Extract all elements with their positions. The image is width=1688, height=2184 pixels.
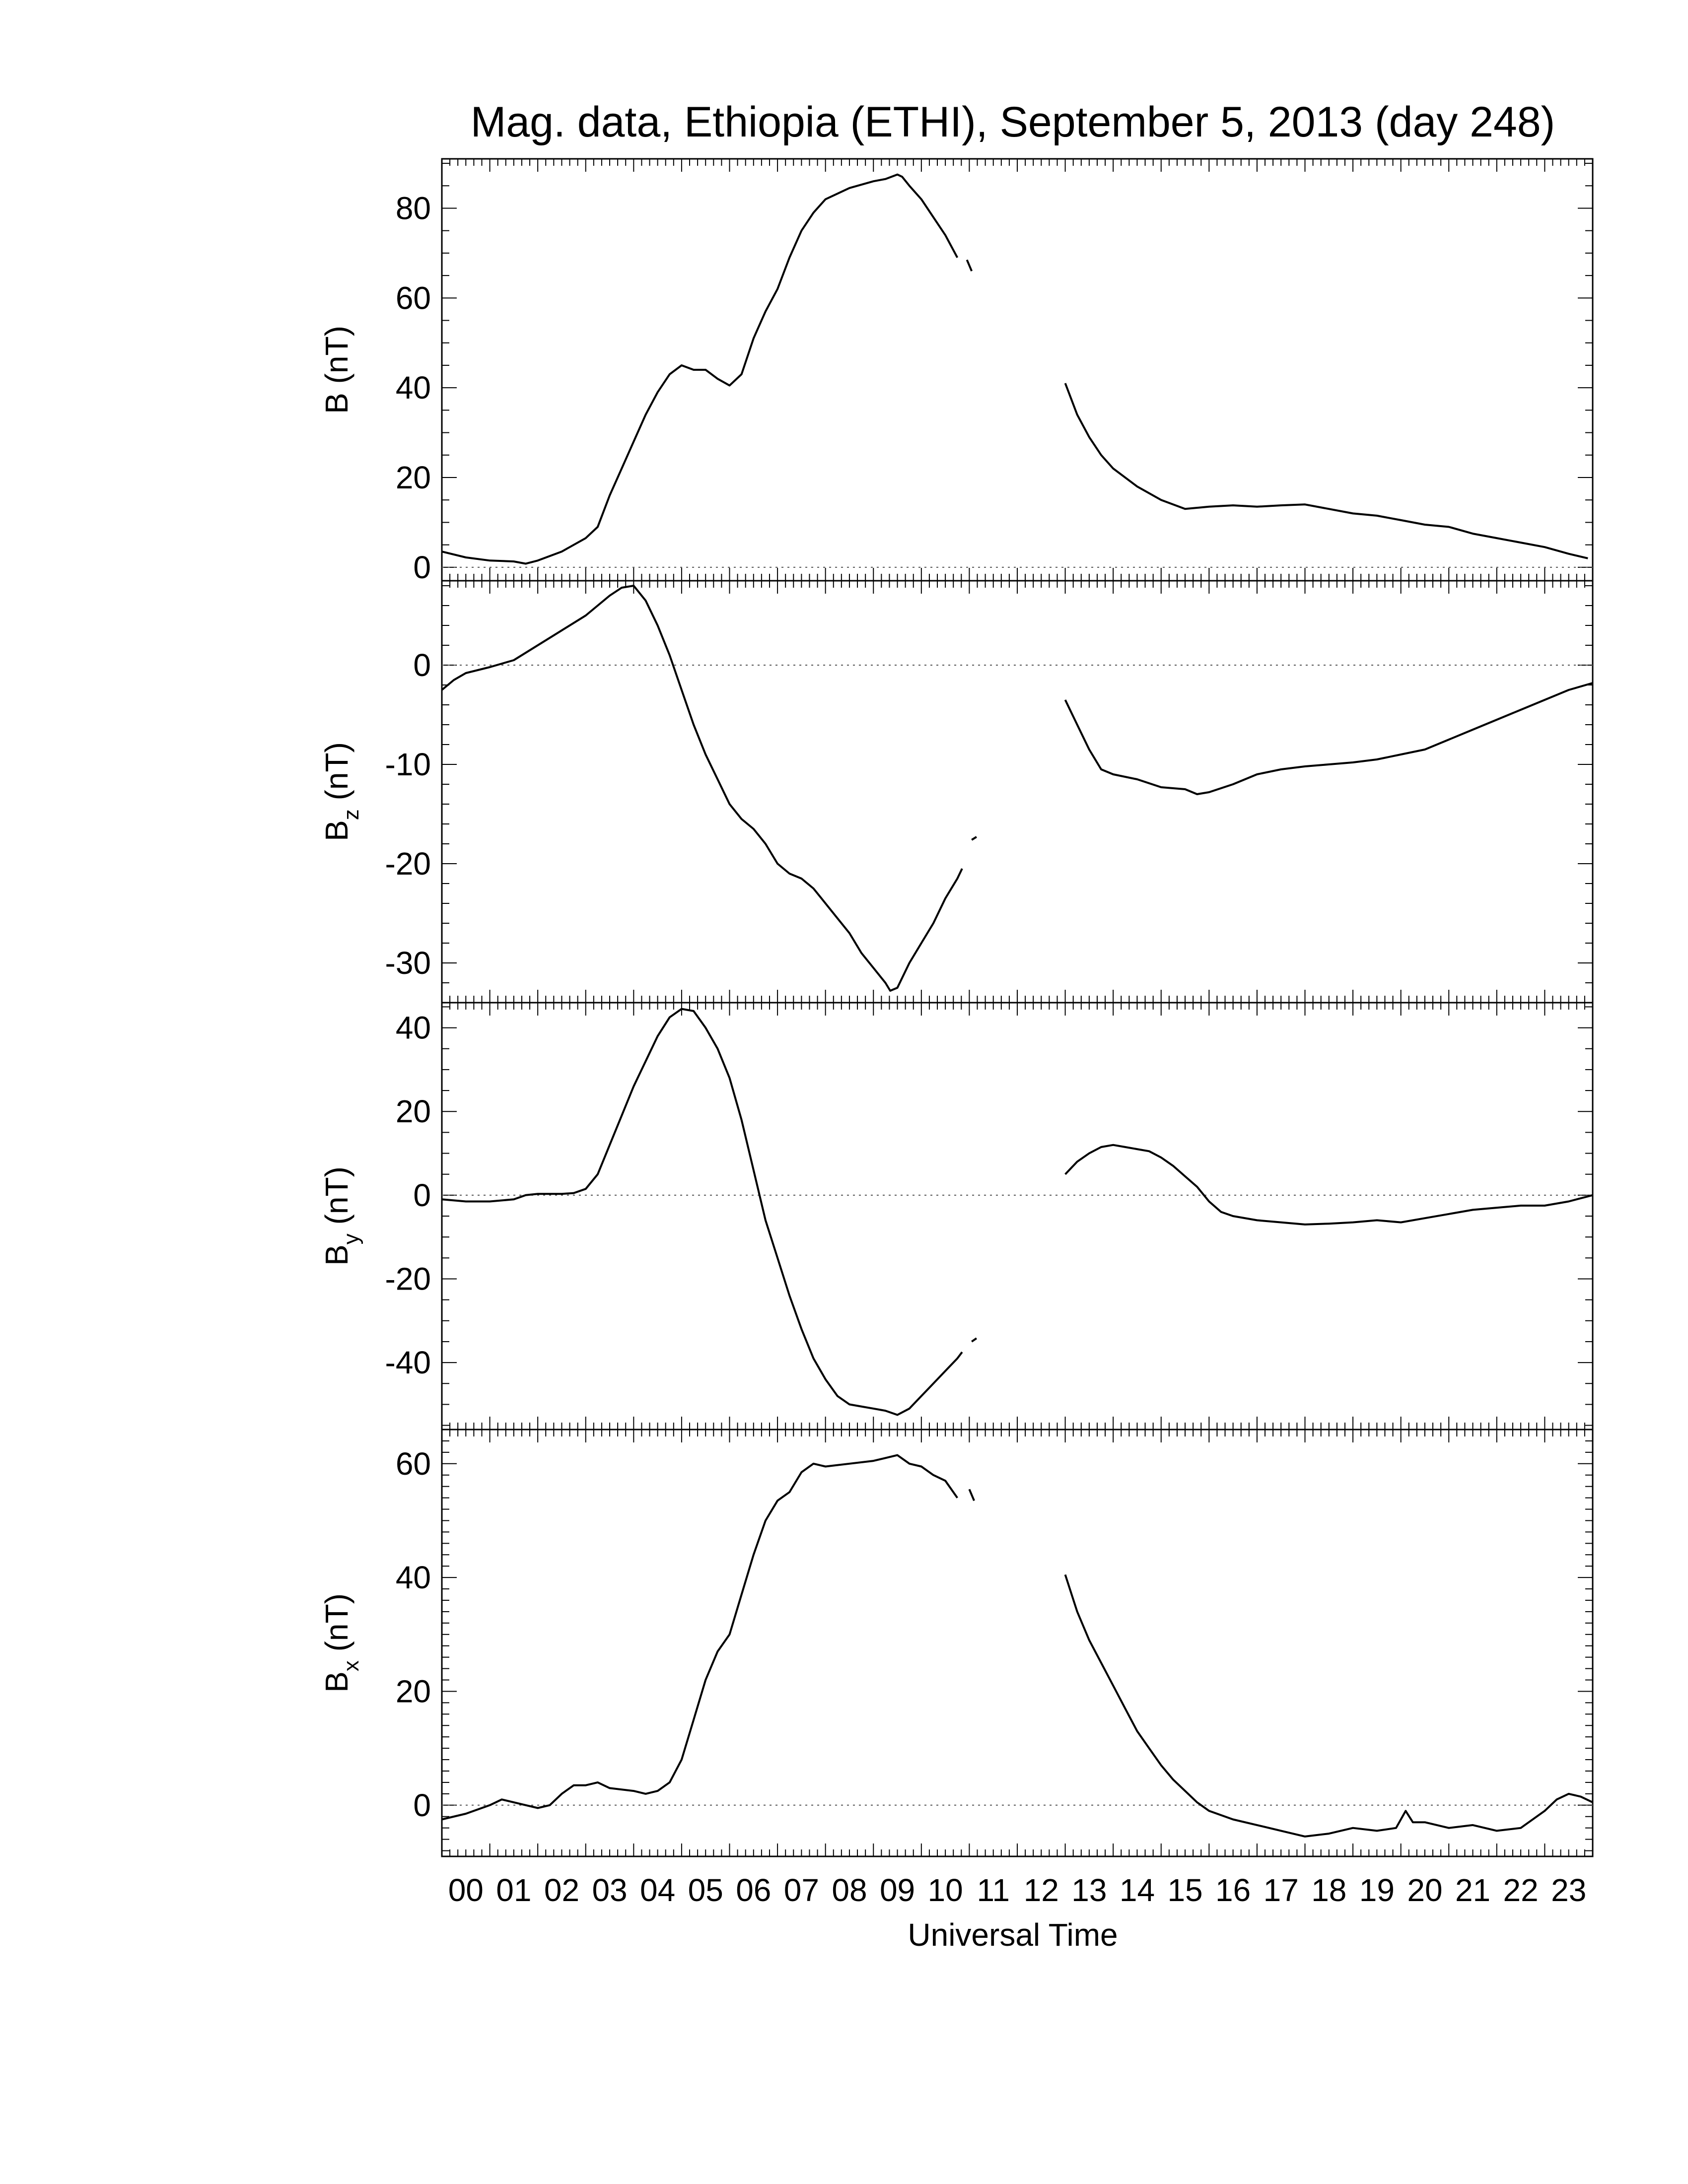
series-line-By-segment-2 bbox=[971, 1337, 978, 1343]
y-axis-label-By: By (nT) bbox=[319, 1166, 363, 1266]
y-tick-label: 20 bbox=[396, 1093, 431, 1129]
y-axis-label-subscript: z bbox=[339, 809, 363, 820]
y-axis-label-unit: (nT) bbox=[319, 1166, 354, 1233]
x-tick-label: 15 bbox=[1167, 1872, 1202, 1908]
x-tick-label: 06 bbox=[736, 1872, 771, 1908]
x-tick-label: 08 bbox=[832, 1872, 867, 1908]
x-tick-label: 01 bbox=[496, 1872, 531, 1908]
y-tick-label: 40 bbox=[396, 1010, 431, 1046]
series-line-B-segment-1 bbox=[441, 173, 959, 565]
x-tick-label: 22 bbox=[1503, 1872, 1539, 1908]
y-axis-label-Bx: Bx (nT) bbox=[319, 1593, 363, 1693]
y-tick-label: -40 bbox=[385, 1345, 431, 1380]
x-tick-label: 13 bbox=[1071, 1872, 1107, 1908]
y-tick-label: 60 bbox=[396, 1446, 431, 1482]
x-tick-label: 11 bbox=[977, 1872, 1009, 1908]
panel-By: 40 20 0 -20 -40 By (nT) bbox=[319, 1002, 1594, 1431]
y-axis-label-unit: (nT) bbox=[319, 1593, 354, 1660]
y-tick-label: -30 bbox=[385, 945, 431, 981]
y-axis-label-main: B (nT) bbox=[319, 326, 354, 414]
y-tick-label: 40 bbox=[396, 370, 431, 406]
panel-B: 0 20 40 60 80 B (nT) bbox=[319, 158, 1594, 585]
x-tick-label: 07 bbox=[784, 1872, 819, 1908]
x-tick-label: 04 bbox=[640, 1872, 675, 1908]
y-tick-label: 0 bbox=[413, 647, 431, 683]
y-axis-label-main: B bbox=[319, 820, 354, 841]
x-tick-label: 03 bbox=[592, 1872, 627, 1908]
chart-title: Mag. data, Ethiopia (ETHI), September 5,… bbox=[471, 98, 1555, 146]
y-tick-label: 20 bbox=[396, 1673, 431, 1709]
y-tick-label: 60 bbox=[396, 280, 431, 316]
panel-Bx: 60 40 20 0 Bx (nT) bbox=[319, 1429, 1594, 1857]
y-tick-label: -20 bbox=[385, 846, 431, 882]
x-tick-label: 23 bbox=[1551, 1872, 1586, 1908]
y-tick-label: -20 bbox=[385, 1261, 431, 1297]
series-line-B-segment-3 bbox=[1064, 383, 1588, 559]
series-line-Bz-segment-3 bbox=[1064, 682, 1593, 795]
series-line-Bz-segment-1 bbox=[441, 585, 963, 992]
y-tick-label: 40 bbox=[396, 1560, 431, 1595]
x-axis-tick-labels: 00 01 02 03 04 05 06 07 08 09 10 11 12 13 14 15 16 17 18 19… bbox=[448, 1872, 1587, 1908]
y-tick-label: 0 bbox=[413, 1787, 431, 1823]
x-tick-label: 21 bbox=[1455, 1872, 1490, 1908]
y-axis-label-subscript: x bbox=[339, 1660, 363, 1671]
y-tick-label: 0 bbox=[413, 1177, 431, 1213]
x-tick-label: 05 bbox=[688, 1872, 723, 1908]
y-axis-label-B: B (nT) bbox=[319, 326, 354, 414]
y-tick-label: 80 bbox=[396, 190, 431, 226]
x-tick-label: 17 bbox=[1264, 1872, 1299, 1908]
x-tick-label: 02 bbox=[544, 1872, 579, 1908]
y-axis-label-main: B bbox=[319, 1244, 354, 1266]
y-tick-label: -10 bbox=[385, 747, 431, 782]
x-tick-label: 14 bbox=[1120, 1872, 1155, 1908]
x-tick-label: 20 bbox=[1407, 1872, 1442, 1908]
series-line-Bx-segment-1 bbox=[441, 1454, 958, 1821]
x-tick-label: 10 bbox=[928, 1872, 963, 1908]
y-axis-label-subscript: y bbox=[339, 1233, 363, 1244]
panels-group: 0 20 40 60 80 B (nT) 0 -10 -20 -30 Bz (nT) 40 20 0 -20… bbox=[319, 158, 1594, 1857]
y-axis-label-Bz: Bz (nT) bbox=[319, 742, 363, 841]
series-line-B-segment-2 bbox=[966, 259, 973, 272]
y-axis-label-unit: (nT) bbox=[319, 742, 354, 809]
series-line-Bx-segment-3 bbox=[1064, 1574, 1593, 1838]
y-tick-label: 0 bbox=[413, 549, 431, 585]
x-tick-label: 16 bbox=[1215, 1872, 1251, 1908]
series-line-By-segment-1 bbox=[441, 1008, 963, 1416]
x-tick-label: 18 bbox=[1311, 1872, 1346, 1908]
x-tick-label: 09 bbox=[880, 1872, 915, 1908]
x-axis-label: Universal Time bbox=[908, 1917, 1118, 1953]
x-tick-label: 00 bbox=[448, 1872, 484, 1908]
series-line-Bx-segment-2 bbox=[968, 1489, 975, 1502]
series-line-Bz-segment-2 bbox=[971, 836, 977, 841]
y-tick-label: 20 bbox=[396, 460, 431, 495]
series-line-By-segment-3 bbox=[1064, 1144, 1593, 1226]
x-tick-label: 12 bbox=[1024, 1872, 1059, 1908]
y-axis-label-main: B bbox=[319, 1671, 354, 1693]
x-tick-label: 19 bbox=[1359, 1872, 1395, 1908]
